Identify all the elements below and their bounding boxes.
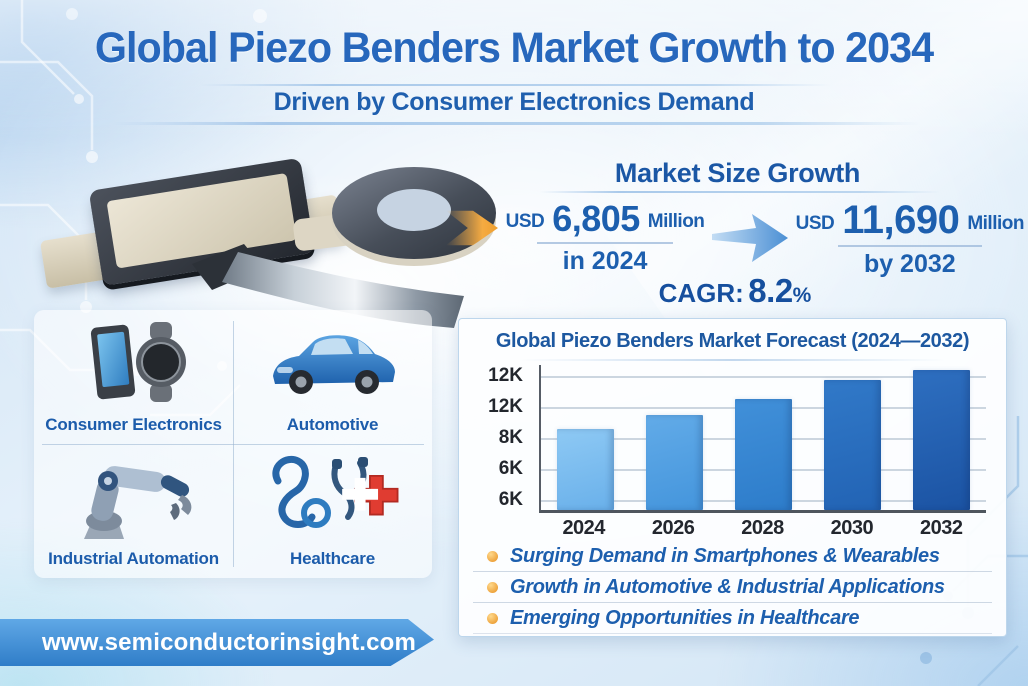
stethoscope-cross-icon (233, 444, 432, 549)
x-tick-label: 2026 (651, 517, 695, 539)
orange-arrow-icon (446, 210, 498, 246)
category-label: Automotive (286, 415, 379, 434)
market-value-2032: USD 11,690 Million by 2032 (795, 198, 1025, 279)
period-label-to: by 2032 (837, 245, 982, 279)
bar-2028 (735, 399, 792, 510)
x-tick-label: 2024 (562, 517, 605, 539)
bullet-dot-icon (487, 581, 498, 593)
bar-2032 (913, 370, 970, 510)
x-axis-labels: 2024 2026 2028 2030 2032 (539, 517, 986, 541)
chart-plot (539, 365, 986, 513)
bar-2030 (824, 380, 881, 510)
cagr-line: CAGR: 8.2% (446, 272, 1024, 310)
website-url: www.semiconductorinsight.com (42, 628, 417, 656)
x-tick-label: 2032 (920, 517, 963, 539)
page-title: Global Piezo Benders Market Growth to 20… (94, 24, 934, 72)
chart-title: Global Piezo Benders Market Forecast (20… (495, 330, 970, 352)
gridline (541, 376, 986, 378)
highlight-text: Surging Demand in Smartphones & Wearable… (510, 544, 940, 567)
unit-label: Million (647, 211, 705, 232)
category-industrial-automation: Industrial Automation (34, 444, 233, 578)
highlight-item: Growth in Automotive & Industrial Applic… (473, 572, 992, 603)
market-growth-divider (540, 191, 940, 193)
currency-label: USD (505, 211, 545, 232)
forecast-chart-card: Global Piezo Benders Market Forecast (20… (458, 318, 1007, 637)
bar-row (541, 365, 986, 510)
bar-2026 (646, 415, 703, 510)
highlight-list: Surging Demand in Smartphones & Wearable… (473, 541, 992, 634)
highlight-text: Emerging Opportunities in Healthcare (510, 606, 860, 629)
y-tick-label: 6K (498, 489, 523, 510)
bar-chart: 12K 12K 8K 6K 6K 2024 2026 2028 2030 2032 (475, 365, 990, 541)
y-tick-label: 12K (488, 365, 523, 386)
category-label: Healthcare (290, 549, 375, 568)
currency-label: USD (795, 213, 835, 234)
unit-label: Million (967, 213, 1024, 234)
title-divider (200, 84, 830, 86)
highlight-item: Emerging Opportunities in Healthcare (473, 603, 992, 634)
category-consumer-electronics: Consumer Electronics (34, 310, 233, 444)
piezo-strip-bender-image (178, 238, 488, 338)
market-value-from: 6,805 (552, 198, 640, 239)
cagr-percent-sign: % (792, 284, 812, 307)
market-growth-row: USD 6,805 Million in 2024 USD 11,690 Mil… (446, 198, 1024, 279)
market-value-2024: USD 6,805 Million in 2024 (506, 198, 705, 276)
x-tick-label: 2028 (741, 517, 784, 539)
grid-divider-horizontal (41, 444, 425, 445)
application-category-grid: Consumer Electronics Automotive (34, 310, 432, 578)
category-automotive: Automotive (233, 310, 432, 444)
transition-arrow-icon (712, 214, 789, 262)
category-label: Consumer Electronics (45, 415, 222, 434)
market-value-to: 11,690 (842, 198, 960, 242)
market-size-growth-heading: Market Size Growth (614, 158, 861, 188)
bar-2024 (557, 429, 614, 510)
car-icon (233, 310, 432, 415)
period-label-from: in 2024 (536, 242, 674, 276)
x-tick-label: 2030 (830, 517, 874, 539)
robot-arm-icon (34, 444, 233, 549)
chart-title-divider (519, 359, 946, 361)
website-ribbon: www.semiconductorinsight.com (0, 619, 434, 666)
y-tick-label: 6K (498, 458, 523, 479)
cagr-value: 8.2 (748, 272, 793, 309)
cagr-label: CAGR: (658, 278, 744, 308)
grid-divider-vertical (233, 320, 234, 568)
bullet-dot-icon (487, 550, 498, 562)
category-label: Industrial Automation (48, 549, 219, 568)
smartphone-smartwatch-icon (34, 310, 233, 415)
bullet-dot-icon (487, 612, 498, 624)
y-tick-label: 12K (488, 396, 523, 417)
highlight-item: Surging Demand in Smartphones & Wearable… (473, 541, 992, 572)
category-healthcare: Healthcare (233, 444, 432, 578)
highlight-text: Growth in Automotive & Industrial Applic… (510, 575, 945, 598)
y-tick-label: 8K (498, 427, 523, 448)
page-subtitle: Driven by Consumer Electronics Demand (273, 88, 755, 116)
y-axis-labels: 12K 12K 8K 6K 6K (475, 365, 531, 513)
